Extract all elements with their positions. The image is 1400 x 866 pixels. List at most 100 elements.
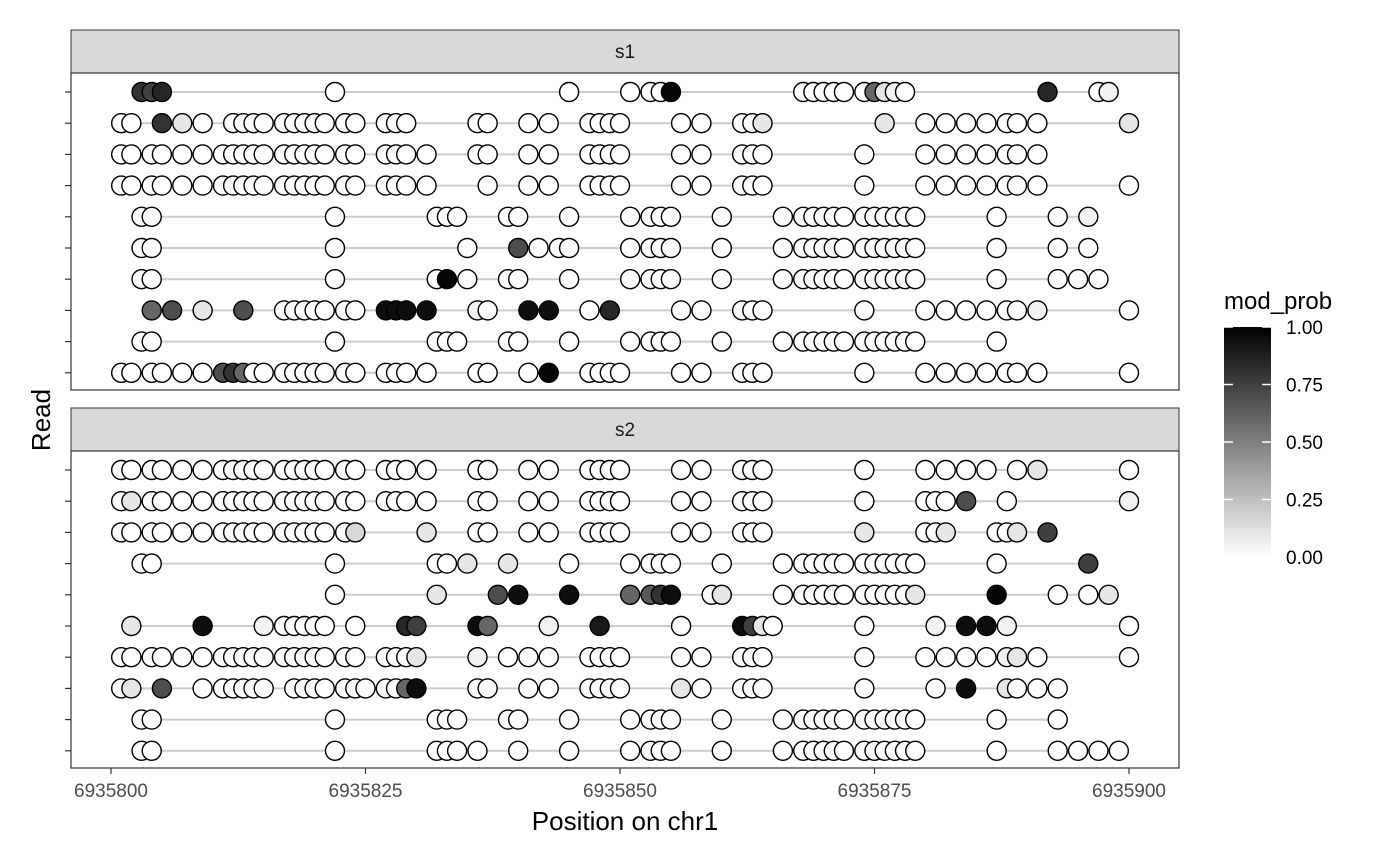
data-point [436, 269, 458, 290]
data-point [324, 709, 346, 730]
data-point [416, 300, 437, 321]
data-point [986, 584, 1007, 605]
data-point [192, 144, 213, 165]
data-point [670, 144, 692, 165]
data-point [518, 144, 539, 165]
x-axis-title: Position on chr1 [532, 806, 718, 836]
legend-label: 0.00 [1286, 548, 1323, 569]
data-point [396, 112, 417, 134]
data-point [508, 331, 529, 352]
data-point [477, 144, 498, 165]
x-tick-label: 6935825 [329, 781, 403, 802]
data-point [854, 491, 875, 512]
data-point [141, 553, 162, 574]
data-point [1006, 459, 1028, 481]
data-point [233, 300, 254, 321]
data-point [324, 237, 346, 259]
data-point [894, 81, 916, 103]
data-point [457, 237, 478, 259]
data-point [905, 237, 926, 259]
data-point [986, 206, 1007, 228]
data-point [711, 206, 732, 228]
data-point [854, 144, 875, 165]
facet-strip-label-s2: s2 [615, 420, 635, 441]
data-point [772, 237, 794, 259]
data-point [446, 709, 468, 730]
data-point [1027, 459, 1048, 481]
data-point [986, 269, 1007, 290]
data-point [670, 647, 692, 668]
data-point [976, 362, 997, 383]
data-point [1006, 144, 1028, 165]
data-point [538, 678, 559, 699]
data-point [558, 237, 580, 259]
data-point [518, 678, 539, 699]
facet-panel-s1: s1 [70, 29, 1180, 391]
data-point [1006, 175, 1028, 196]
data-point [457, 269, 478, 290]
data-point [426, 584, 447, 605]
data-point [396, 144, 417, 165]
data-point [1078, 553, 1099, 574]
data-point [1118, 459, 1140, 481]
data-point [558, 81, 580, 103]
data-point [691, 362, 712, 383]
data-point [833, 206, 855, 228]
data-point [905, 709, 926, 730]
data-point [955, 459, 977, 481]
data-point [670, 362, 692, 383]
data-point [833, 81, 855, 103]
data-point [589, 615, 610, 637]
data-point [772, 709, 794, 730]
data-point [528, 237, 549, 259]
data-point [497, 647, 519, 668]
data-point [508, 740, 529, 761]
data-point [905, 206, 926, 228]
data-point [518, 647, 539, 668]
data-point [935, 647, 956, 668]
data-point [935, 459, 956, 481]
data-point [935, 300, 956, 321]
data-point [711, 709, 732, 730]
data-point [976, 112, 997, 134]
data-point [854, 647, 875, 668]
data-point [711, 584, 732, 605]
data-point [1006, 678, 1028, 699]
data-point [416, 175, 437, 196]
data-point [314, 144, 335, 165]
data-point [691, 112, 712, 134]
data-point [121, 678, 142, 699]
data-point [518, 112, 539, 134]
legend-label: 1.00 [1286, 318, 1323, 339]
data-point [925, 615, 946, 637]
data-point [976, 615, 997, 637]
data-point [436, 553, 458, 574]
legend-label: 0.50 [1286, 433, 1323, 454]
data-point [161, 300, 183, 321]
data-point [609, 112, 631, 134]
data-point [915, 647, 936, 668]
data-point [660, 584, 682, 605]
data-point [538, 112, 559, 134]
data-point [518, 491, 539, 512]
data-point [935, 144, 956, 165]
data-point [619, 269, 641, 290]
data-point [558, 331, 580, 352]
data-point [121, 144, 142, 165]
data-point [416, 362, 437, 383]
data-point [1027, 362, 1048, 383]
data-point [752, 175, 773, 196]
data-point [1118, 647, 1140, 668]
data-point [345, 175, 366, 196]
data-point [345, 647, 366, 668]
data-point [660, 237, 682, 259]
data-point [833, 553, 855, 574]
data-point [1027, 175, 1048, 196]
legend-title: mod_prob [1224, 288, 1332, 315]
data-point [1078, 206, 1099, 228]
data-point [253, 362, 274, 383]
legend: mod_prob 0.00 0.25 0.50 0.75 1.00 [1224, 288, 1332, 569]
data-point [976, 300, 997, 321]
data-point [151, 362, 173, 383]
